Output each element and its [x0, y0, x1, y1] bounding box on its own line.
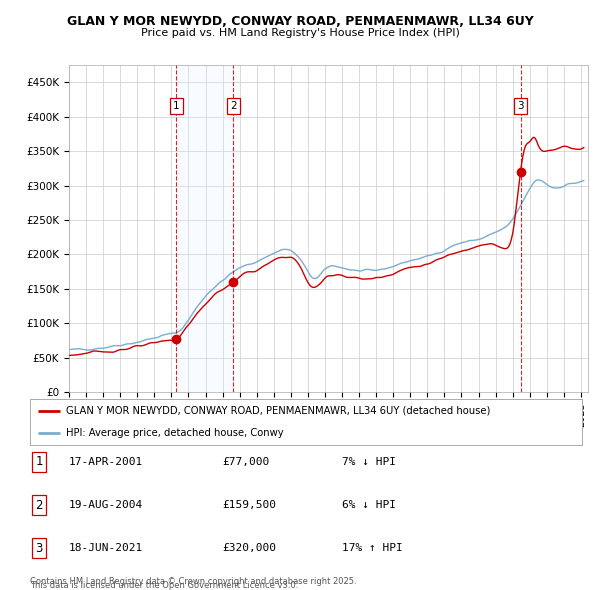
Text: 3: 3: [517, 101, 524, 112]
Text: 2: 2: [230, 101, 236, 112]
Text: 3: 3: [35, 542, 43, 555]
Text: GLAN Y MOR NEWYDD, CONWAY ROAD, PENMAENMAWR, LL34 6UY (detached house): GLAN Y MOR NEWYDD, CONWAY ROAD, PENMAENM…: [66, 406, 490, 416]
Bar: [176, 65, 233, 392]
Text: HPI: Average price, detached house, Conwy: HPI: Average price, detached house, Conw…: [66, 428, 284, 438]
Text: 2: 2: [35, 499, 43, 512]
Text: 17-APR-2001: 17-APR-2001: [69, 457, 143, 467]
Text: Contains HM Land Registry data © Crown copyright and database right 2025.: Contains HM Land Registry data © Crown c…: [30, 578, 356, 586]
Text: 1: 1: [173, 101, 179, 112]
Text: 6% ↓ HPI: 6% ↓ HPI: [342, 500, 396, 510]
Text: £77,000: £77,000: [222, 457, 269, 467]
Text: 1: 1: [35, 455, 43, 468]
Text: This data is licensed under the Open Government Licence v3.0.: This data is licensed under the Open Gov…: [30, 581, 298, 590]
Text: Price paid vs. HM Land Registry's House Price Index (HPI): Price paid vs. HM Land Registry's House …: [140, 28, 460, 38]
Text: 18-JUN-2021: 18-JUN-2021: [69, 543, 143, 553]
Text: 19-AUG-2004: 19-AUG-2004: [69, 500, 143, 510]
Text: £159,500: £159,500: [222, 500, 276, 510]
Text: GLAN Y MOR NEWYDD, CONWAY ROAD, PENMAENMAWR, LL34 6UY: GLAN Y MOR NEWYDD, CONWAY ROAD, PENMAENM…: [67, 15, 533, 28]
Text: £320,000: £320,000: [222, 543, 276, 553]
Text: 7% ↓ HPI: 7% ↓ HPI: [342, 457, 396, 467]
Text: 17% ↑ HPI: 17% ↑ HPI: [342, 543, 403, 553]
